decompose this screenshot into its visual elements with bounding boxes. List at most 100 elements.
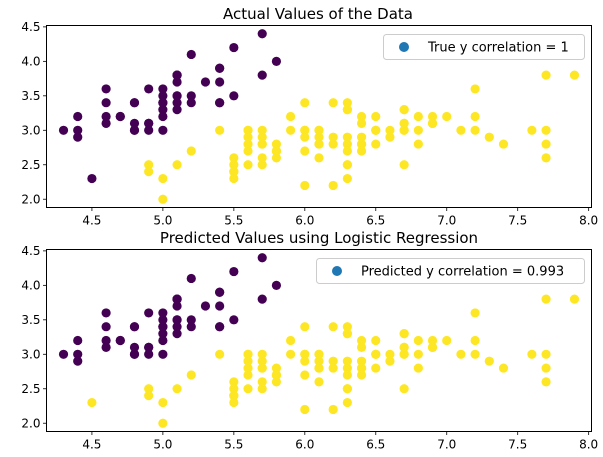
x-tick-label: 5.0 [153, 438, 172, 452]
scatter-point-class-0 [229, 42, 239, 53]
scatter-point-class-0 [172, 322, 182, 332]
scatter-point-class-1 [286, 349, 296, 359]
scatter-point-class-1 [300, 349, 310, 359]
scatter-point-class-1 [314, 125, 324, 135]
scatter-point-class-1 [271, 146, 282, 156]
scatter-point-class-1 [257, 349, 267, 359]
scatter-point-class-0 [129, 125, 140, 135]
scatter-point-class-1 [385, 356, 395, 366]
scatter-point-class-0 [172, 77, 182, 87]
scatter-point-class-1 [229, 167, 239, 177]
scatter-point-class-1 [286, 111, 296, 122]
scatter-point-class-1 [470, 335, 480, 346]
scatter-point-class-1 [484, 132, 494, 142]
scatter-point-class-1 [399, 125, 409, 135]
scatter-point-class-0 [58, 349, 69, 359]
scatter-point-class-1 [356, 342, 367, 352]
scatter-point-class-0 [172, 70, 182, 80]
scatter-point-class-0 [186, 49, 196, 60]
scatter-point-class-1 [243, 356, 253, 366]
scatter-point-class-0 [172, 98, 182, 108]
scatter-point-class-1 [470, 84, 480, 94]
scatter-point-class-1 [328, 139, 338, 149]
scatter-point-class-1 [144, 167, 154, 177]
scatter-point-class-1 [399, 329, 409, 339]
scatter-point-class-1 [144, 384, 154, 394]
scatter-point-class-0 [158, 84, 168, 94]
scatter-point-class-1 [356, 146, 367, 156]
scatter-point-class-0 [229, 266, 239, 277]
scatter-point-class-0 [73, 349, 83, 359]
scatter-point-class-1 [300, 125, 310, 135]
scatter-point-class-1 [229, 160, 239, 170]
scatter-point-class-1 [498, 139, 509, 149]
subplot-predicted-legend: Predicted y correlation = 0.993 [316, 258, 585, 284]
scatter-point-class-1 [541, 139, 551, 149]
scatter-point-class-1 [342, 329, 352, 339]
scatter-point-class-1 [328, 363, 338, 373]
scatter-point-class-0 [144, 118, 154, 128]
scatter-point-class-1 [342, 98, 352, 108]
scatter-point-class-1 [243, 363, 253, 373]
scatter-point-class-0 [186, 322, 196, 332]
scatter-point-class-1 [271, 153, 282, 163]
scatter-point-class-1 [342, 356, 352, 366]
scatter-point-class-1 [314, 153, 324, 163]
scatter-point-class-0 [144, 342, 154, 352]
scatter-point-class-1 [158, 418, 168, 428]
scatter-point-class-1 [144, 391, 154, 401]
scatter-point-class-0 [129, 342, 140, 352]
scatter-point-class-0 [87, 173, 97, 184]
scatter-point-class-0 [73, 356, 83, 366]
x-tick-label: 6.0 [295, 214, 314, 228]
x-tick-label: 7.5 [508, 214, 527, 228]
scatter-point-class-1 [356, 118, 367, 128]
scatter-point-class-1 [328, 180, 338, 191]
scatter-point-class-1 [399, 160, 409, 170]
scatter-point-class-0 [101, 342, 111, 352]
scatter-point-class-0 [229, 315, 239, 325]
scatter-point-class-1 [399, 105, 409, 115]
scatter-point-class-0 [101, 322, 111, 332]
x-tick-label: 5.5 [224, 214, 243, 228]
x-tick-label: 5.0 [153, 214, 172, 228]
scatter-point-class-1 [342, 105, 352, 115]
scatter-point-class-1 [158, 173, 168, 184]
scatter-point-class-1 [328, 404, 338, 415]
scatter-point-class-1 [356, 132, 367, 142]
scatter-point-class-1 [257, 377, 267, 387]
scatter-point-class-1 [243, 349, 253, 359]
subplot-actual: Actual Values of the Data 4.5 5.0 5.5 6.0 6.… [21, 5, 598, 228]
scatter-point-class-0 [144, 349, 154, 359]
legend-box [383, 34, 585, 60]
scatter-point-class-0 [215, 287, 225, 297]
y-tick-label: 3.5 [21, 89, 40, 103]
scatter-point-class-1 [229, 377, 239, 387]
scatter-point-class-0 [158, 322, 168, 332]
scatter-point-class-0 [172, 294, 182, 304]
scatter-point-class-0 [144, 125, 154, 135]
y-tick-label: 3.5 [21, 313, 40, 327]
scatter-point-class-1 [229, 384, 239, 394]
scatter-point-class-1 [328, 98, 338, 108]
scatter-point-class-1 [300, 370, 310, 380]
y-tick-label: 4.0 [21, 55, 40, 69]
scatter-point-class-1 [172, 384, 182, 394]
scatter-point-class-0 [172, 315, 182, 325]
y-tick-label: 2.5 [21, 382, 40, 396]
y-tick-label: 2.0 [21, 417, 40, 431]
scatter-point-class-1 [371, 363, 381, 373]
scatter-point-class-1 [371, 111, 381, 122]
scatter-point-class-1 [215, 349, 225, 359]
scatter-point-class-0 [101, 335, 111, 346]
scatter-point-class-1 [385, 132, 395, 142]
scatter-point-class-1 [399, 384, 409, 394]
y-tick-label: 2.0 [21, 193, 40, 207]
scatter-point-class-1 [399, 342, 409, 352]
scatter-point-class-1 [257, 153, 267, 163]
scatter-point-class-0 [271, 280, 282, 290]
scatter-point-class-0 [129, 349, 140, 359]
x-tick-label: 6.5 [366, 438, 385, 452]
scatter-point-class-1 [470, 125, 480, 135]
scatter-point-class-0 [172, 301, 182, 311]
